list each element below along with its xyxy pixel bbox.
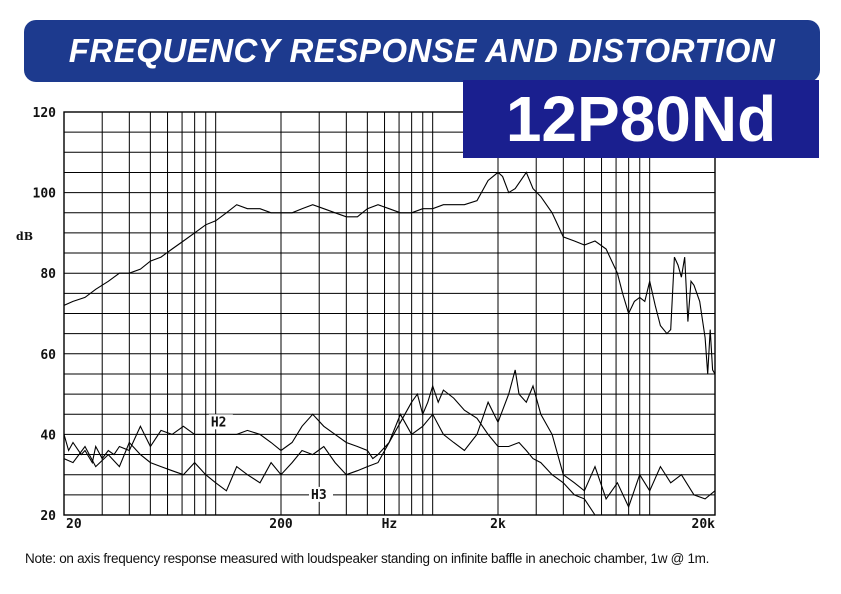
h3-distortion-line	[64, 369, 715, 509]
title-banner: FREQUENCY RESPONSE AND DISTORTION	[24, 20, 820, 82]
series-label-background	[309, 486, 334, 502]
x-tick-label: 2k	[490, 517, 506, 532]
y-tick-label: 80	[40, 267, 56, 282]
y-tick-label: 20	[40, 509, 56, 524]
y-tick-label: 120	[33, 106, 57, 121]
x-tick-label: 200	[269, 517, 293, 532]
chart-title: FREQUENCY RESPONSE AND DISTORTION	[68, 32, 776, 69]
h2-distortion-line	[64, 384, 596, 515]
series-label-background	[208, 414, 233, 430]
x-tick-label: 20k	[692, 517, 716, 532]
frequency-response-line	[64, 171, 715, 375]
series-label: H2	[211, 415, 227, 430]
y-tick-label: 100	[33, 187, 57, 202]
plot-frame	[63, 111, 716, 516]
x-tick-label: 20	[66, 517, 82, 532]
model-badge: 12P80Nd	[463, 80, 819, 158]
series-label: H3	[311, 488, 327, 503]
y-tick-label: 40	[40, 428, 56, 443]
y-axis-label: dB	[16, 230, 33, 243]
model-name: 12P80Nd	[505, 83, 777, 155]
footnote: Note: on axis frequency response measure…	[25, 551, 710, 566]
y-tick-label: 60	[40, 348, 56, 363]
x-tick-label: Hz	[382, 517, 398, 532]
